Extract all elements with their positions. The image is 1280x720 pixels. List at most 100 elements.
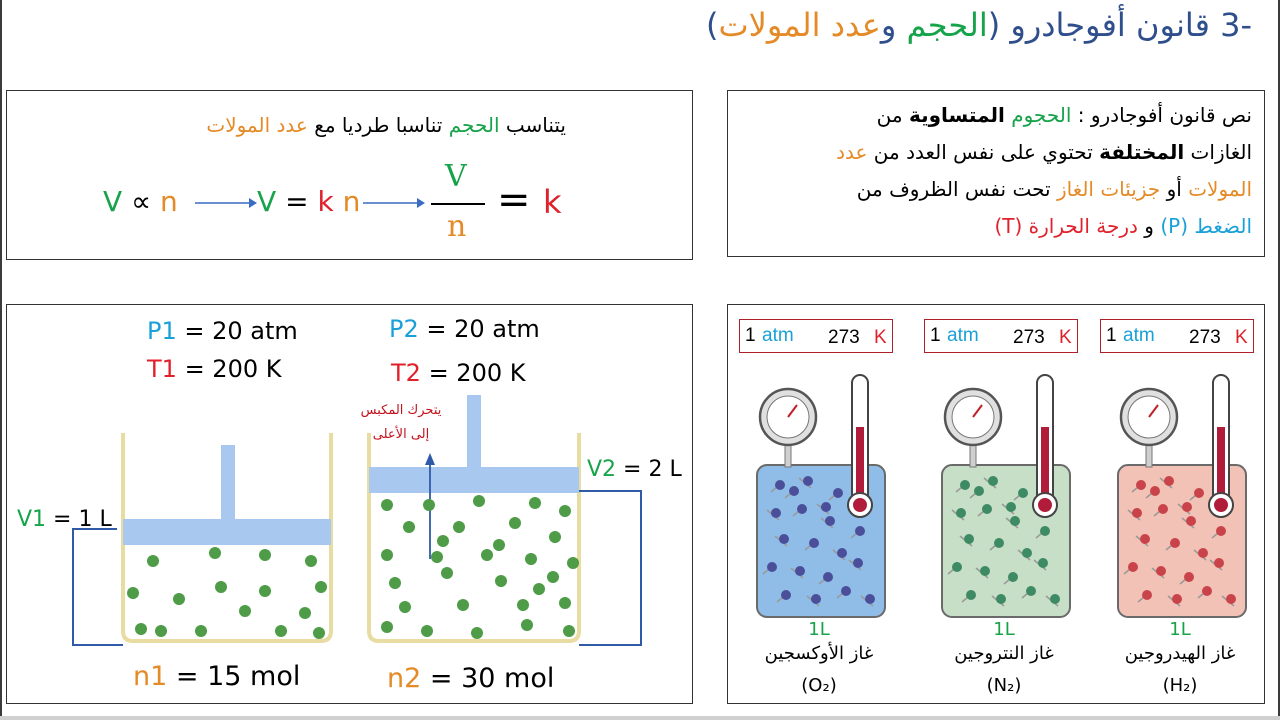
sentence-moles: عدد المولات [206, 113, 308, 137]
gas-molecule [855, 526, 865, 536]
beaker-2 [367, 433, 581, 643]
law-statement-panel: نص قانون أفوجادرو : الحجوم المتساوية من … [727, 90, 1265, 257]
t1-symbol: T1 [147, 355, 177, 383]
law-gases: الغازات [1184, 140, 1252, 164]
gas-molecule [980, 566, 990, 576]
gas-molecule [853, 558, 863, 568]
law-equal: المتساوية [908, 103, 1005, 127]
gas-particle [381, 499, 393, 511]
thermometer-liquid [856, 427, 864, 505]
gas-particle [389, 577, 401, 589]
gas-molecule [1198, 548, 1208, 558]
pressure-value: 1 [930, 325, 941, 346]
arrow-right-icon-2 [363, 198, 425, 208]
sentence-start: يتناسب [499, 113, 566, 137]
thermometer-bulb-fill [853, 498, 867, 512]
eq2-v: V [257, 185, 277, 218]
fraction-denominator: n [447, 209, 467, 244]
temperature-unit: K [1235, 327, 1248, 348]
gas-name: غاز النتروجين [954, 643, 1054, 664]
gas-molecule [771, 508, 781, 518]
v1-label: V1 = 1 L [17, 507, 112, 532]
beaker-1 [121, 433, 333, 643]
gas-particle [559, 597, 571, 609]
gas-molecule [952, 562, 962, 572]
gas-molecule [1170, 538, 1180, 548]
gas-particle [521, 619, 533, 631]
gas-molecule [1172, 594, 1182, 604]
title-prefix: -3 قانون أفوجادرو ( [987, 6, 1252, 44]
gas-particle [305, 555, 317, 567]
gas-molecule [837, 548, 847, 558]
gas-particle [509, 517, 521, 529]
gas-particles-1 [127, 547, 327, 639]
gas-name: غاز الهيدروجين [1124, 643, 1236, 664]
gas-particle [215, 581, 227, 593]
t2-value: = 200 K [420, 359, 526, 387]
conditions-box: 1 atm 273 K [924, 319, 1078, 353]
law-text: نص قانون أفوجادرو : [1071, 103, 1252, 127]
law-line-1: نص قانون أفوجادرو : الحجوم المتساوية من [877, 103, 1252, 127]
law-line-3: المولات أو جزيئات الغاز تحت نفس الظروف م… [857, 177, 1252, 201]
gas-formula: (N₂) [986, 675, 1022, 696]
thermometer-bulb-fill [1214, 498, 1228, 512]
law-pressure-symbol: (P) [1160, 214, 1189, 238]
temperature-value: 273 [828, 327, 860, 348]
gas-particle [423, 499, 435, 511]
p2-symbol: P2 [389, 315, 419, 343]
gas-particle [421, 625, 433, 637]
volume-bracket-2 [579, 490, 642, 646]
law-temperature-symbol: (T) [994, 214, 1029, 238]
gas-molecule [1182, 502, 1192, 512]
gas-molecule [1010, 516, 1020, 526]
gas-container-illustration [756, 374, 886, 618]
law-number: عدد [836, 140, 868, 164]
gas-molecule [1050, 594, 1060, 604]
gas-name: غاز الأوكسجين [764, 643, 874, 664]
law-pressure: الضغط [1188, 214, 1252, 238]
gas-particle [567, 557, 579, 569]
gas-molecule [1214, 558, 1224, 568]
law-different: المختلفة [1099, 140, 1185, 164]
gas-molecule [1132, 508, 1142, 518]
fraction-numerator: V [445, 159, 467, 194]
title-moles: عدد المولات [718, 6, 881, 44]
gas-particle [563, 625, 575, 637]
gas-molecule [1184, 572, 1194, 582]
gas-particle [147, 555, 159, 567]
gas-molecule [833, 488, 843, 498]
gas-particle [299, 607, 311, 619]
gas-molecule [823, 572, 833, 582]
fraction-equals: = [497, 177, 531, 223]
gas-molecule [1142, 590, 1152, 600]
gas-particle [437, 535, 449, 547]
p2-label: P2 = 20 atm [389, 315, 540, 343]
gas-molecule [809, 538, 819, 548]
gas-molecule [775, 480, 785, 490]
gas-molecule [996, 594, 1006, 604]
law-from: من [876, 103, 909, 127]
title-volume: الحجم [906, 6, 988, 44]
pressure-unit: atm [1123, 325, 1155, 346]
gas-particle [471, 627, 483, 639]
gauge-stem [969, 444, 977, 468]
gas-molecule [795, 566, 805, 576]
eq-n: n [159, 185, 178, 218]
equation-v-kn: V = k n [257, 185, 360, 218]
temperature-unit: K [1059, 327, 1072, 348]
law-contain: تحتوي على نفس العدد من [867, 140, 1100, 164]
gas-molecule [964, 534, 974, 544]
v2-label: V2 = 2 L [587, 457, 682, 482]
gauge-needle [1148, 404, 1159, 418]
gas-molecule [781, 590, 791, 600]
gas-molecules [947, 476, 1060, 607]
gas-volume: 1L [808, 619, 830, 640]
thermometer-liquid [1041, 427, 1049, 505]
gas-molecule [956, 508, 966, 518]
piston-2 [369, 467, 579, 493]
gas-particle [559, 505, 571, 517]
gas-particle [517, 599, 529, 611]
sentence-volume: الحجم [448, 113, 500, 137]
eq2-equals: = [285, 185, 309, 218]
gas-formula: (H₂) [1162, 675, 1198, 696]
